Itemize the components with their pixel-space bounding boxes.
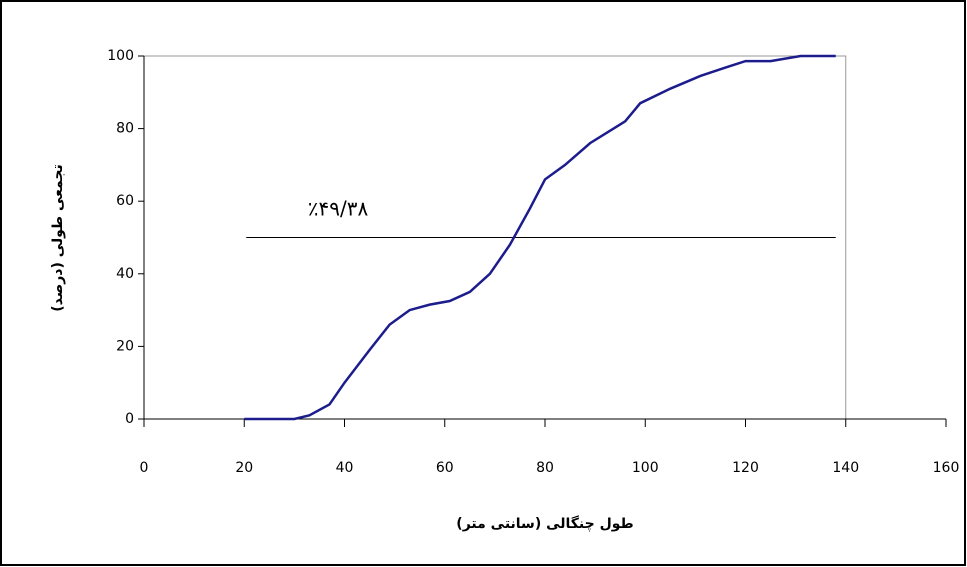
x-tick-label: 140 (832, 460, 859, 476)
y-tick-label: 60 (116, 193, 134, 209)
x-tick-label: 0 (140, 460, 149, 476)
x-tick-label: 80 (536, 460, 554, 476)
x-tick-label: 100 (632, 460, 659, 476)
y-tick-label: 0 (125, 411, 134, 427)
x-tick-label: 40 (336, 460, 354, 476)
data-line (244, 54, 836, 421)
x-axis-title: طول چنگالی (سانتی متر) (456, 515, 633, 532)
x-tick-label: 160 (933, 460, 960, 476)
y-tick-label: 20 (116, 338, 134, 354)
y-tick-label: 80 (116, 121, 134, 137)
annotation: ٪۴۹/۳۸ (308, 197, 369, 221)
y-tick-label: 100 (107, 48, 134, 64)
x-tick-label: 60 (436, 460, 454, 476)
y-tick-label: 40 (116, 266, 134, 282)
x-tick-label: 20 (235, 460, 253, 476)
x-tick-label: 120 (732, 460, 759, 476)
y-axis-title: تجمعی طولی (درصد) (50, 164, 66, 312)
